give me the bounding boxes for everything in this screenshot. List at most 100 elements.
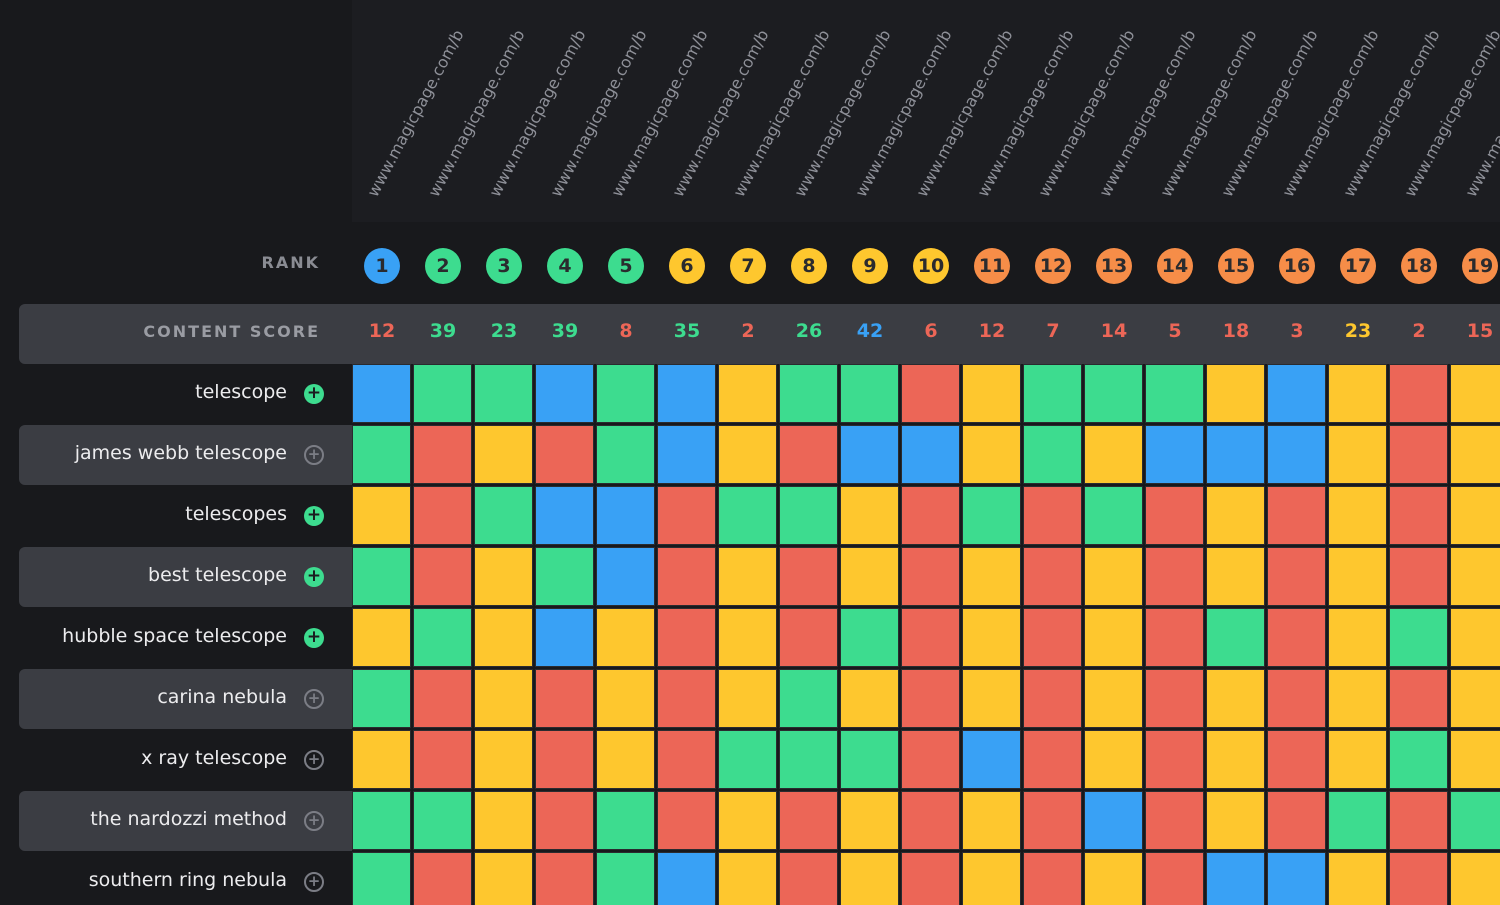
grid-cell[interactable]: [840, 364, 899, 423]
grid-cell[interactable]: [1267, 608, 1326, 667]
grid-cell[interactable]: [413, 669, 472, 728]
grid-cell[interactable]: [1389, 852, 1448, 905]
grid-cell[interactable]: [535, 791, 594, 850]
grid-cell[interactable]: [413, 547, 472, 606]
grid-cell[interactable]: [657, 730, 716, 789]
grid-cell[interactable]: [840, 608, 899, 667]
grid-cell[interactable]: [1145, 852, 1204, 905]
grid-cell[interactable]: [474, 852, 533, 905]
grid-cell[interactable]: [840, 425, 899, 484]
grid-cell[interactable]: [1145, 425, 1204, 484]
grid-cell[interactable]: [1328, 608, 1387, 667]
grid-cell[interactable]: [535, 730, 594, 789]
grid-cell[interactable]: [474, 669, 533, 728]
grid-cell[interactable]: [596, 852, 655, 905]
grid-cell[interactable]: [352, 425, 411, 484]
grid-cell[interactable]: [1023, 730, 1082, 789]
grid-cell[interactable]: [779, 730, 838, 789]
grid-cell[interactable]: [901, 791, 960, 850]
grid-cell[interactable]: [901, 852, 960, 905]
grid-cell[interactable]: [962, 486, 1021, 545]
grid-cell[interactable]: [901, 730, 960, 789]
grid-cell[interactable]: [1145, 730, 1204, 789]
grid-cell[interactable]: [1023, 608, 1082, 667]
grid-cell[interactable]: [1145, 669, 1204, 728]
grid-cell[interactable]: [779, 852, 838, 905]
grid-cell[interactable]: [901, 608, 960, 667]
grid-cell[interactable]: [352, 852, 411, 905]
grid-cell[interactable]: [1084, 486, 1143, 545]
grid-cell[interactable]: [413, 425, 472, 484]
grid-cell[interactable]: [718, 791, 777, 850]
grid-cell[interactable]: [596, 425, 655, 484]
grid-cell[interactable]: [840, 730, 899, 789]
add-circle-icon[interactable]: +: [304, 628, 324, 648]
grid-cell[interactable]: [962, 608, 1021, 667]
grid-cell[interactable]: [1450, 425, 1500, 484]
grid-cell[interactable]: [1145, 547, 1204, 606]
grid-cell[interactable]: [901, 364, 960, 423]
grid-cell[interactable]: [1206, 547, 1265, 606]
grid-cell[interactable]: [962, 791, 1021, 850]
grid-cell[interactable]: [1389, 730, 1448, 789]
grid-cell[interactable]: [1328, 425, 1387, 484]
grid-cell[interactable]: [596, 791, 655, 850]
grid-cell[interactable]: [1328, 364, 1387, 423]
grid-cell[interactable]: [1206, 486, 1265, 545]
grid-cell[interactable]: [901, 425, 960, 484]
grid-cell[interactable]: [1389, 425, 1448, 484]
grid-cell[interactable]: [413, 852, 472, 905]
grid-cell[interactable]: [535, 486, 594, 545]
grid-cell[interactable]: [413, 486, 472, 545]
grid-cell[interactable]: [1206, 425, 1265, 484]
grid-cell[interactable]: [779, 364, 838, 423]
grid-cell[interactable]: [1328, 852, 1387, 905]
grid-cell[interactable]: [1206, 669, 1265, 728]
grid-cell[interactable]: [1267, 547, 1326, 606]
grid-cell[interactable]: [1328, 791, 1387, 850]
add-circle-icon[interactable]: +: [304, 750, 324, 770]
grid-cell[interactable]: [1023, 791, 1082, 850]
grid-cell[interactable]: [474, 608, 533, 667]
grid-cell[interactable]: [474, 486, 533, 545]
grid-cell[interactable]: [657, 425, 716, 484]
grid-cell[interactable]: [1389, 547, 1448, 606]
grid-cell[interactable]: [1206, 608, 1265, 667]
grid-cell[interactable]: [1267, 669, 1326, 728]
grid-cell[interactable]: [1450, 669, 1500, 728]
grid-cell[interactable]: [962, 669, 1021, 728]
grid-cell[interactable]: [413, 608, 472, 667]
grid-cell[interactable]: [718, 852, 777, 905]
grid-cell[interactable]: [962, 364, 1021, 423]
grid-cell[interactable]: [535, 364, 594, 423]
grid-cell[interactable]: [1023, 547, 1082, 606]
grid-cell[interactable]: [840, 669, 899, 728]
grid-cell[interactable]: [657, 852, 716, 905]
grid-cell[interactable]: [718, 486, 777, 545]
grid-cell[interactable]: [901, 547, 960, 606]
grid-cell[interactable]: [352, 730, 411, 789]
grid-cell[interactable]: [1389, 486, 1448, 545]
grid-cell[interactable]: [962, 730, 1021, 789]
grid-cell[interactable]: [657, 547, 716, 606]
grid-cell[interactable]: [1267, 730, 1326, 789]
grid-cell[interactable]: [1023, 486, 1082, 545]
grid-cell[interactable]: [1084, 425, 1143, 484]
grid-cell[interactable]: [1145, 608, 1204, 667]
grid-cell[interactable]: [1389, 364, 1448, 423]
grid-cell[interactable]: [1450, 791, 1500, 850]
grid-cell[interactable]: [1389, 791, 1448, 850]
grid-cell[interactable]: [840, 547, 899, 606]
grid-cell[interactable]: [1450, 730, 1500, 789]
grid-cell[interactable]: [596, 486, 655, 545]
grid-cell[interactable]: [718, 547, 777, 606]
grid-cell[interactable]: [718, 364, 777, 423]
grid-cell[interactable]: [474, 791, 533, 850]
grid-cell[interactable]: [1084, 791, 1143, 850]
grid-cell[interactable]: [901, 669, 960, 728]
grid-cell[interactable]: [1206, 791, 1265, 850]
grid-cell[interactable]: [779, 547, 838, 606]
grid-cell[interactable]: [474, 730, 533, 789]
grid-cell[interactable]: [1084, 669, 1143, 728]
grid-cell[interactable]: [1267, 486, 1326, 545]
